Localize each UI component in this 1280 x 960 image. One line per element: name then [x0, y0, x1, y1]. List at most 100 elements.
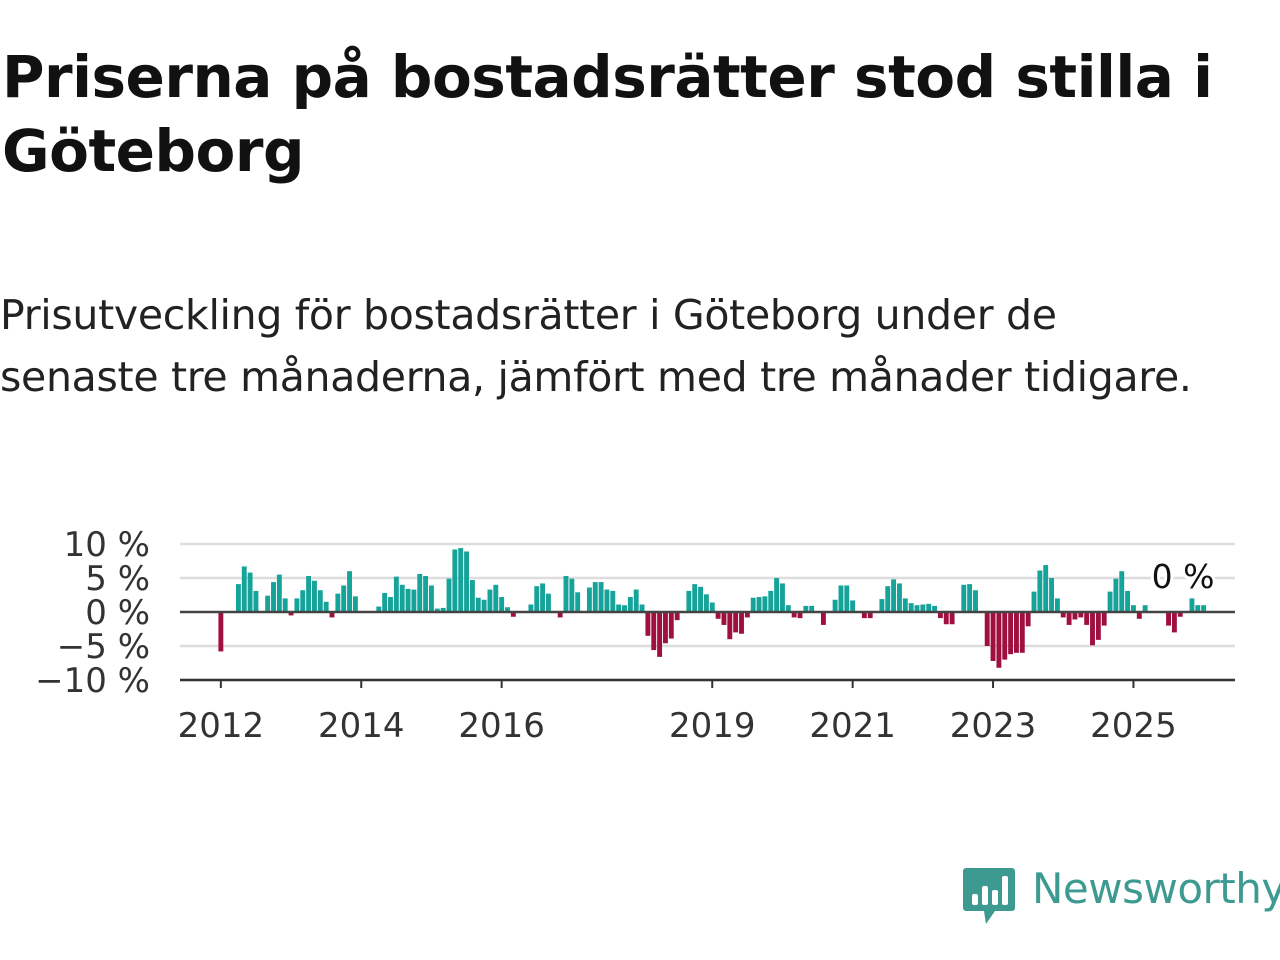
bar: [943, 612, 949, 625]
bar: [288, 612, 294, 616]
bar: [949, 612, 955, 625]
bar: [651, 612, 657, 651]
bar: [1142, 605, 1148, 612]
bar: [967, 584, 973, 612]
bar: [791, 612, 797, 618]
bar: [1136, 612, 1142, 619]
bar: [317, 590, 323, 612]
bar: [780, 583, 785, 612]
bar: [733, 612, 739, 633]
bar: [639, 604, 645, 612]
bar: [897, 583, 902, 612]
bar: [481, 599, 487, 612]
bar: [546, 593, 551, 612]
bar: [1014, 612, 1019, 653]
bar: [341, 585, 347, 612]
bar: [1090, 612, 1095, 646]
bar: [1195, 605, 1201, 612]
bar: [352, 596, 358, 612]
bar: [417, 573, 423, 612]
bar: [575, 592, 581, 612]
x-tick-label: 2021: [809, 706, 896, 746]
y-tick-label: 10 %: [64, 525, 150, 565]
bar: [218, 612, 224, 652]
y-tick-label: 0 %: [85, 593, 150, 633]
bar: [434, 608, 440, 612]
bar: [622, 605, 627, 612]
bar: [458, 548, 464, 612]
bar: [405, 588, 411, 612]
x-tick-label: 2025: [1090, 706, 1177, 746]
bar: [932, 605, 937, 612]
bar: [797, 612, 803, 619]
bar: [335, 593, 341, 612]
bar: [744, 612, 750, 618]
bar: [762, 596, 768, 612]
bar: [774, 578, 780, 612]
bar: [698, 586, 703, 612]
bar: [475, 597, 481, 612]
bar: [820, 612, 826, 625]
bar: [633, 589, 639, 612]
bar: [423, 575, 429, 612]
bar: [1019, 612, 1025, 653]
bar: [429, 585, 434, 612]
bar: [610, 590, 616, 612]
bar: [235, 584, 241, 612]
bar: [850, 600, 856, 612]
bar: [709, 602, 715, 612]
bar: [1107, 591, 1113, 612]
y-axis-ticks: 10 %5 %0 %−5 %−10 %: [35, 525, 150, 701]
bar: [282, 598, 288, 612]
bar: [569, 578, 575, 612]
bar: [867, 612, 873, 619]
bar: [1084, 612, 1090, 625]
bar: [838, 585, 844, 612]
bar: [908, 603, 914, 612]
bar: [627, 597, 633, 612]
bar: [382, 592, 388, 612]
bar: [703, 594, 709, 612]
bar: [276, 574, 282, 612]
bar: [750, 597, 756, 612]
bar: [399, 584, 405, 612]
bar: [1177, 612, 1183, 617]
bar: [616, 604, 622, 612]
bar: [312, 580, 317, 612]
bar: [1002, 612, 1008, 660]
bar: [557, 612, 563, 618]
bar: [984, 612, 990, 646]
x-tick-label: 2019: [669, 706, 756, 746]
bar: [1201, 605, 1207, 612]
bar: [1166, 612, 1171, 626]
bar: [891, 579, 897, 612]
brand-logo-block: Newsworthy: [962, 862, 1280, 928]
bar: [329, 612, 335, 618]
bar: [961, 584, 967, 612]
bar: [768, 590, 774, 612]
bar: [376, 606, 382, 612]
price-change-bar-chart: 10 %5 %0 %−5 %−10 % 2012 2014 2016 2019 2021…: [35, 525, 1235, 746]
x-tick-label: 2016: [458, 706, 545, 746]
bar: [388, 597, 393, 612]
bar: [604, 589, 610, 612]
brand-name: Newsworthy: [1032, 864, 1280, 913]
bar: [294, 598, 300, 612]
bar: [247, 572, 253, 612]
last-value-label: 0 %: [1152, 557, 1215, 596]
bar: [534, 586, 540, 612]
x-tick-label: 2012: [178, 706, 265, 746]
chart-title: Priserna på bostadsrätter stod stilla i …: [2, 43, 1213, 185]
bar: [803, 605, 809, 612]
bar: [563, 575, 569, 612]
bar: [598, 582, 604, 612]
bar: [1054, 598, 1060, 612]
bar: [937, 612, 943, 619]
bar: [1031, 591, 1037, 612]
bar: [990, 612, 996, 661]
x-tick-label: 2023: [950, 706, 1037, 746]
bar: [487, 589, 493, 612]
bar: [668, 612, 674, 639]
bar: [1060, 612, 1066, 618]
x-axis: 2012 2014 2016 2019 2021 2023 2025: [178, 678, 1235, 746]
